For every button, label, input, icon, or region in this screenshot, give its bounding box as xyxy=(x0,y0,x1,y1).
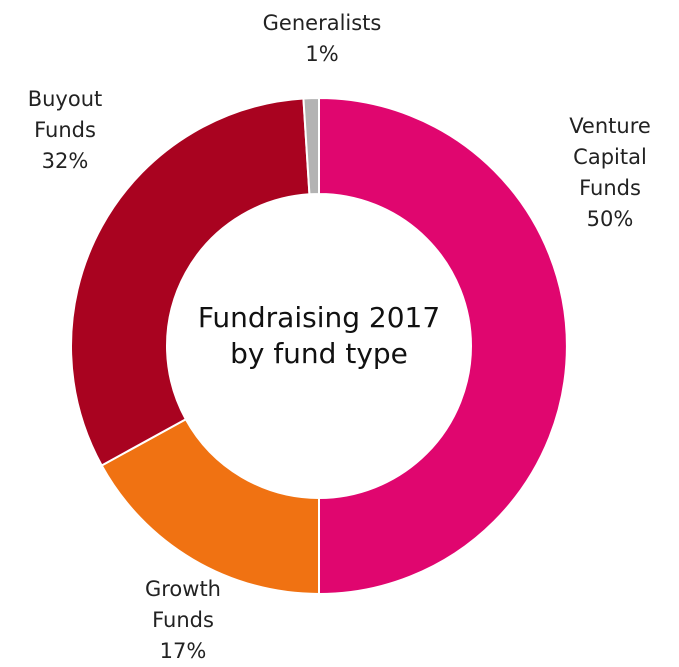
value-label: 32% xyxy=(41,149,89,173)
category-name: Generalists xyxy=(262,11,382,35)
chart-title: Fundraising 2017 by fund type xyxy=(197,301,441,370)
donut-slice xyxy=(100,417,320,596)
category-name: Venture Capital Funds xyxy=(569,114,651,200)
slice-label: Buyout Funds 32% xyxy=(0,84,130,177)
value-label: 1% xyxy=(305,42,339,66)
slice-label: Generalists 1% xyxy=(242,8,402,70)
value-label: 50% xyxy=(586,207,634,231)
category-name: Buyout Funds xyxy=(27,87,103,142)
donut-slice xyxy=(318,96,568,596)
value-label: 17% xyxy=(159,639,207,663)
donut-slice xyxy=(70,97,311,467)
slice-label: Growth Funds 17% xyxy=(118,574,248,667)
donut-slice xyxy=(302,96,320,196)
slice-label: Venture Capital Funds 50% xyxy=(545,111,675,235)
category-name: Growth Funds xyxy=(144,577,221,632)
